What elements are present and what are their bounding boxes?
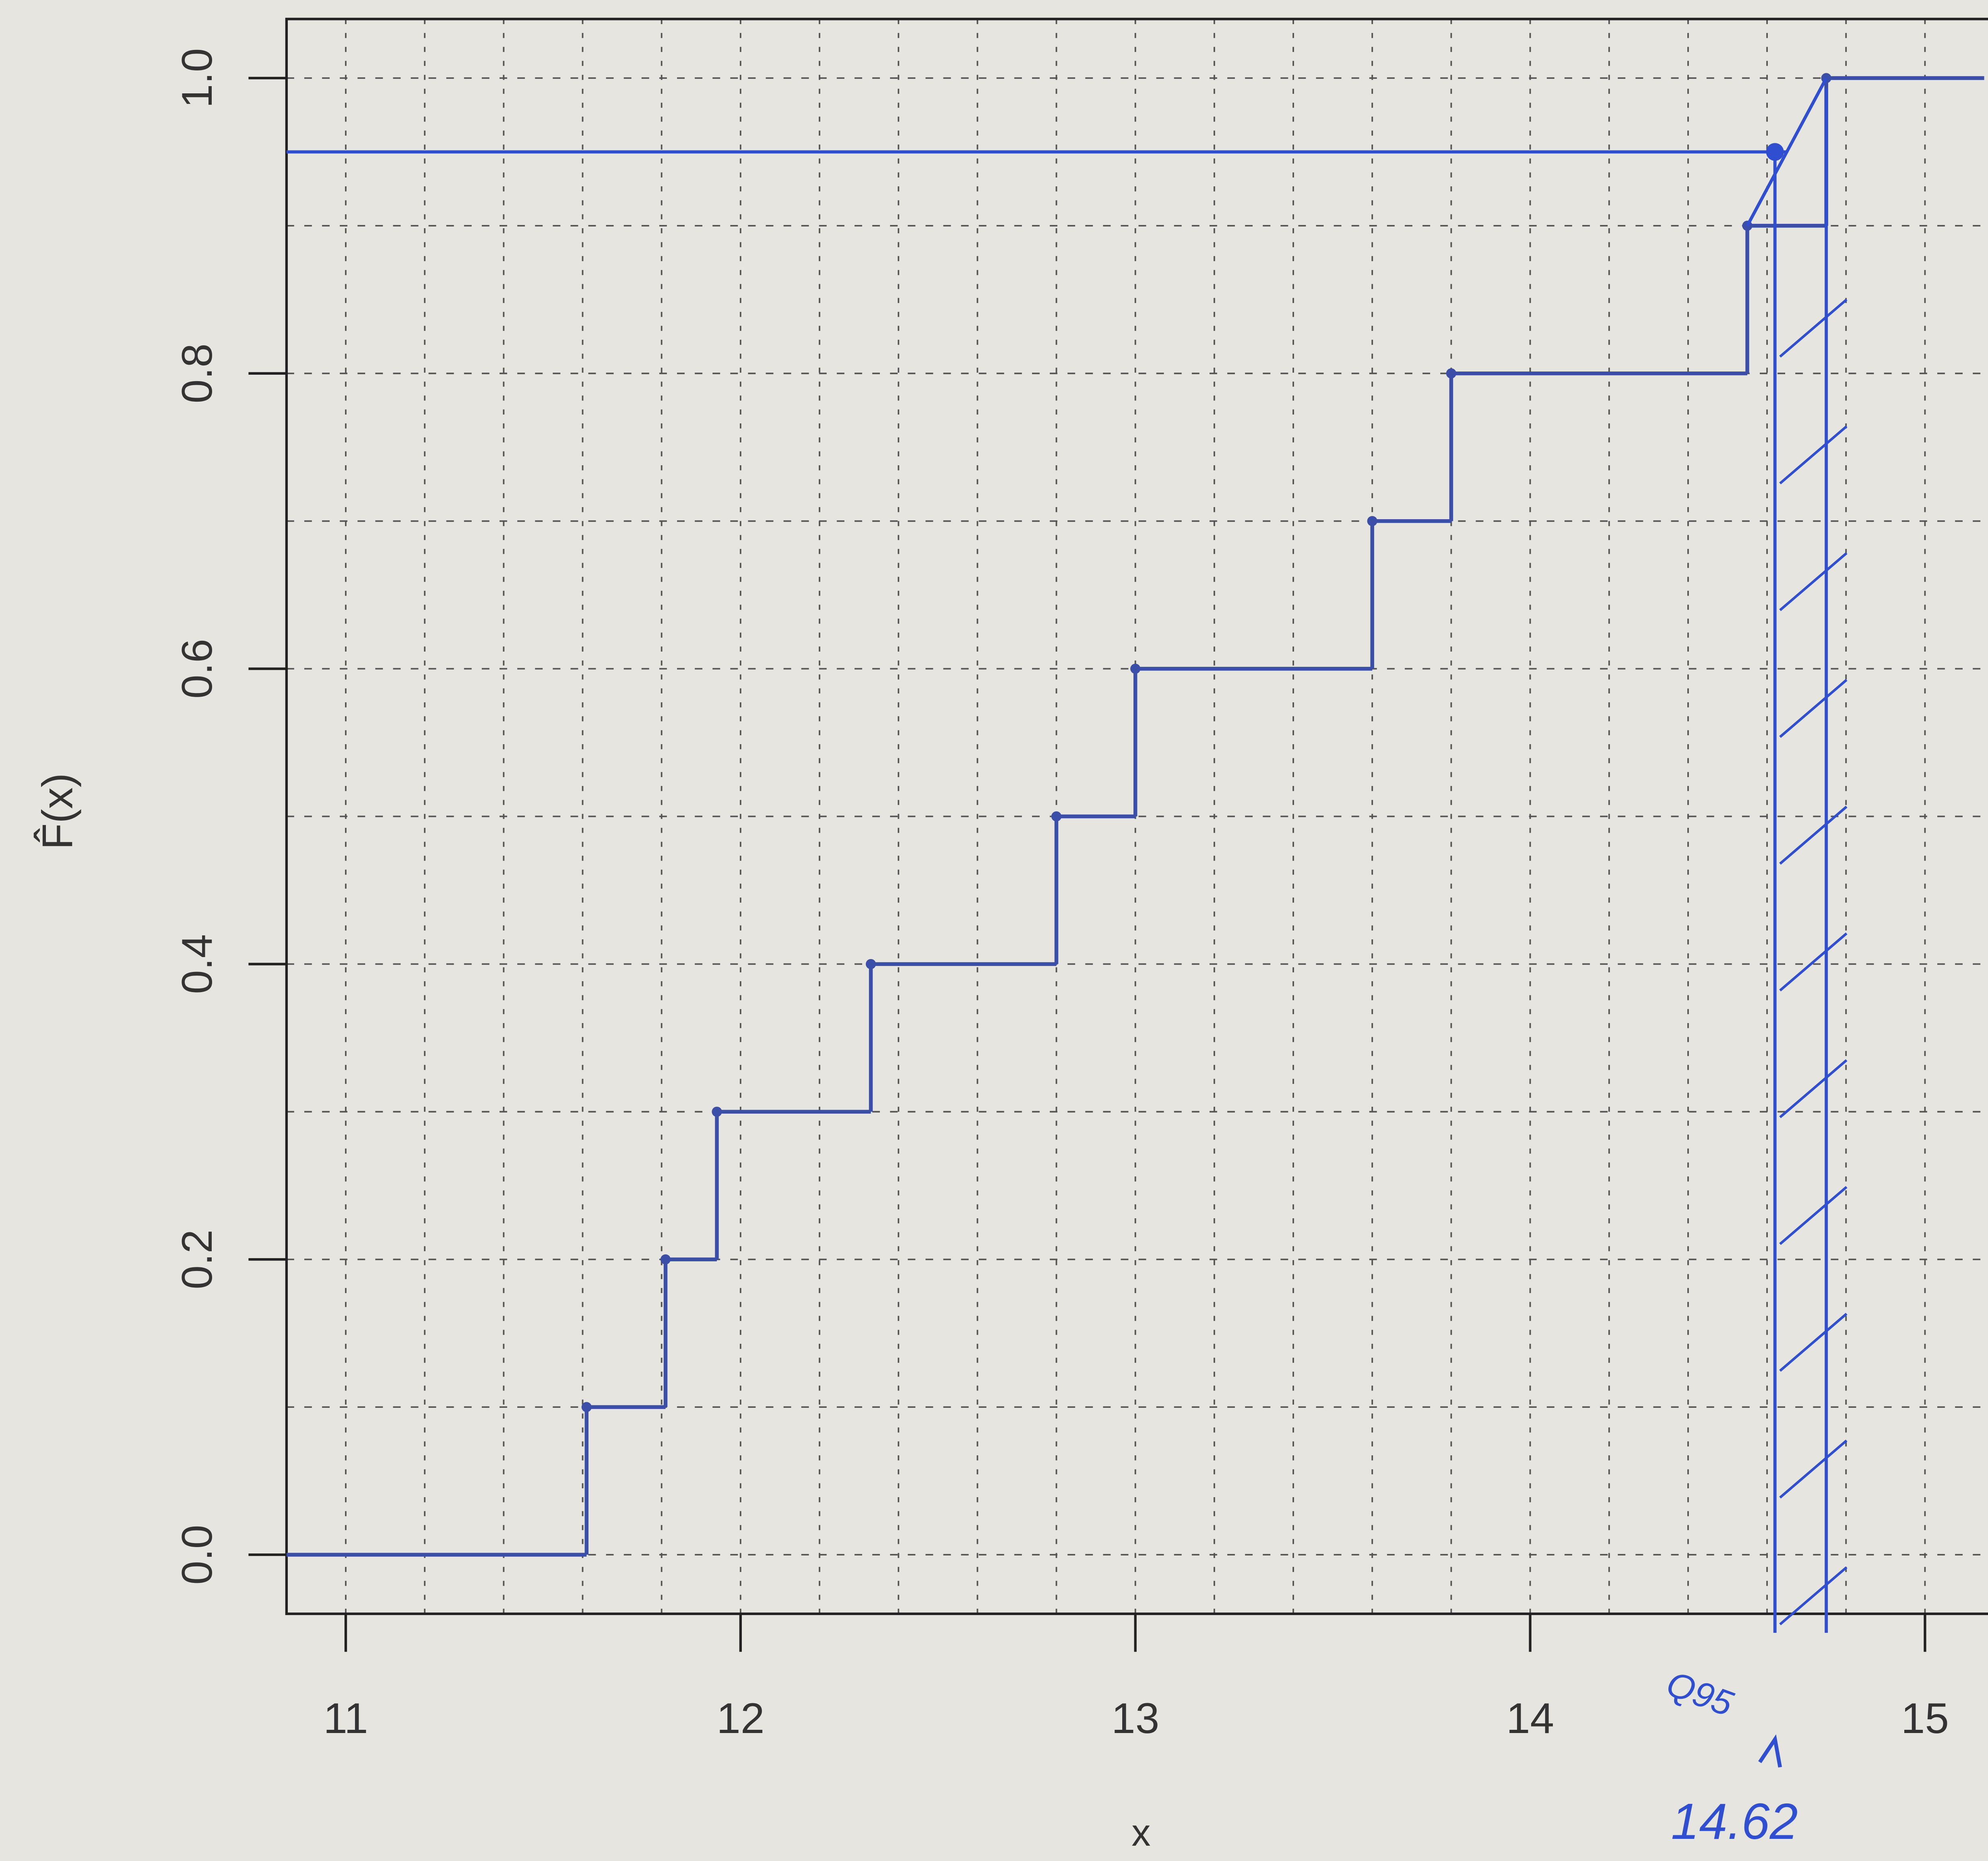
step-point <box>660 1254 671 1265</box>
y-tick-label: 0.6 <box>173 639 221 699</box>
annotation-hatch <box>1779 425 1848 485</box>
annotation-hatch <box>1779 1439 1848 1499</box>
annotation-hatch <box>1779 1312 1848 1372</box>
step-point <box>1051 811 1062 822</box>
annotation-arrow <box>1758 1734 1782 1768</box>
y-axis-label: F̂(x) <box>33 773 81 850</box>
y-tick-label: 1.0 <box>173 48 221 108</box>
annotation-text: 14.62 <box>1671 1793 1798 1850</box>
x-axis-label: x <box>1131 1811 1150 1854</box>
annotation-hatch <box>1779 298 1848 358</box>
annotation-interpolation <box>1746 77 1828 227</box>
annotation-hatch <box>1779 1059 1848 1118</box>
annotation-hatch <box>1779 1186 1848 1245</box>
annotation-hatch <box>1779 805 1848 865</box>
step-point <box>581 1402 592 1412</box>
step-point <box>1130 664 1141 674</box>
step-point <box>1446 368 1456 379</box>
plot-frame <box>285 18 1988 1615</box>
step-point <box>1367 516 1377 526</box>
annotation-hatch <box>1779 679 1848 738</box>
x-tick-label: 15 <box>1901 1694 1949 1742</box>
annotation-hatch <box>1779 552 1848 611</box>
annotation-hatch <box>1779 932 1848 992</box>
x-tick-label: 14 <box>1506 1694 1554 1742</box>
annotation-point <box>1766 143 1784 161</box>
x-tick-label: 11 <box>323 1694 368 1742</box>
y-tick-label: 0.0 <box>173 1525 221 1585</box>
step-point <box>712 1106 722 1117</box>
y-tick-label: 0.8 <box>173 343 221 403</box>
step-point <box>865 959 876 970</box>
y-tick-label: 0.2 <box>173 1230 221 1289</box>
x-tick-label: 12 <box>716 1694 764 1742</box>
annotation-hatch <box>1779 1566 1848 1626</box>
x-tick-label: 13 <box>1111 1694 1159 1742</box>
y-tick-label: 0.4 <box>173 934 221 994</box>
